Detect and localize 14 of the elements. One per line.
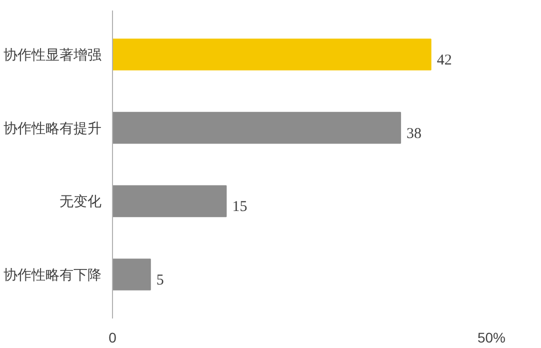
- bar: [112, 112, 402, 144]
- data-label: 5: [156, 272, 164, 288]
- data-label: 15: [232, 199, 248, 216]
- y-tick-label: 协作性略有下降: [4, 266, 102, 282]
- y-tick-label: 无变化: [60, 193, 102, 210]
- bar: [112, 185, 227, 218]
- y-tick-label: 协作性略有提升: [4, 120, 102, 136]
- bar: [112, 38, 432, 70]
- bar: [112, 258, 151, 290]
- x-tick-label: 50%: [477, 330, 506, 346]
- y-tick-label: 协作性显著增强: [4, 46, 102, 62]
- x-tick-label: 0: [108, 330, 117, 346]
- data-label: 42: [436, 52, 452, 68]
- data-label: 38: [406, 126, 422, 142]
